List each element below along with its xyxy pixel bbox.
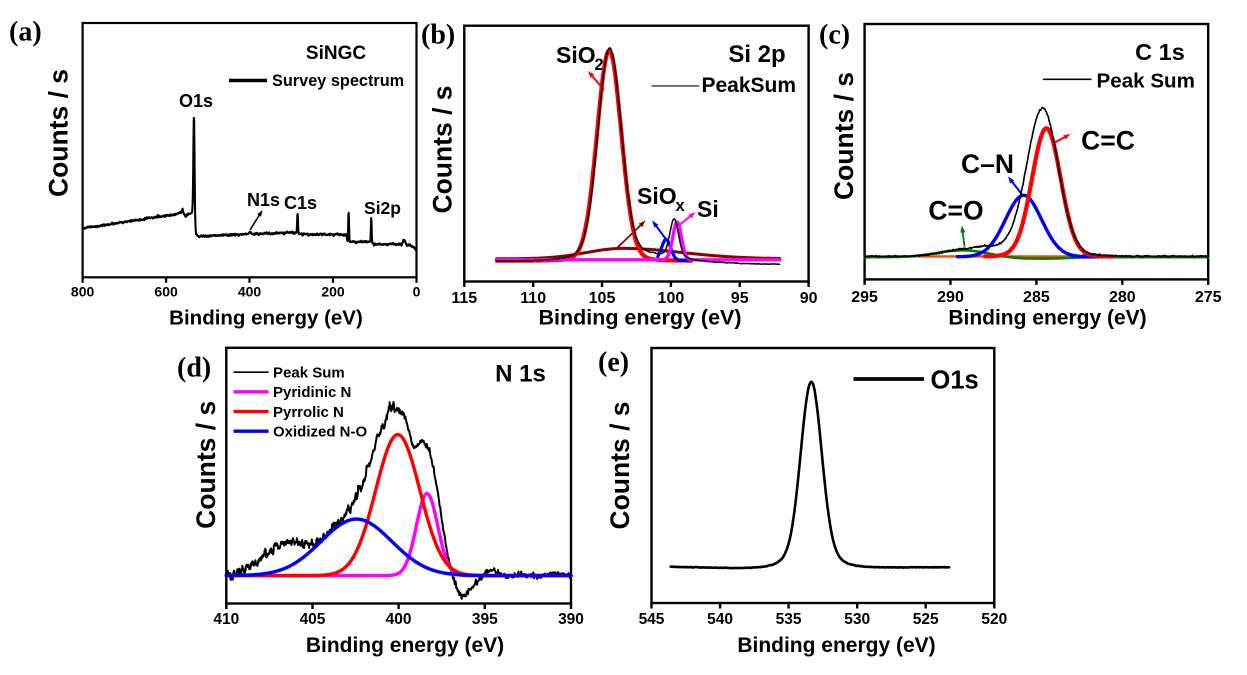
svg-text:0: 0 [413,284,421,300]
svg-text:Pyrrolic N: Pyrrolic N [273,404,344,421]
svg-text:Si: Si [697,196,719,222]
svg-text:535: 535 [776,611,802,628]
svg-text:Oxidized N-O: Oxidized N-O [273,423,368,440]
svg-text:N 1s: N 1s [495,361,546,388]
svg-text:Counts / s: Counts / s [191,401,221,529]
svg-text:C–N: C–N [961,149,1014,179]
svg-text:100: 100 [658,290,685,307]
svg-text:290: 290 [937,289,964,306]
svg-text:Binding energy (eV): Binding energy (eV) [737,634,935,657]
svg-text:400: 400 [238,284,262,300]
svg-text:90: 90 [800,290,818,307]
svg-text:SiO: SiO [637,183,677,209]
svg-text:200: 200 [321,284,345,300]
svg-text:Counts / s: Counts / s [605,401,635,529]
svg-text:395: 395 [472,611,498,628]
svg-text:110: 110 [520,290,546,307]
svg-text:Peak Sum: Peak Sum [273,364,345,381]
svg-text:C 1s: C 1s [1135,39,1185,65]
svg-text:SiO: SiO [556,42,596,68]
svg-text:SiNGC: SiNGC [306,43,366,64]
svg-text:x: x [676,197,686,215]
svg-text:525: 525 [913,611,939,628]
svg-text:Counts / s: Counts / s [428,85,458,213]
svg-text:(d): (d) [177,353,211,384]
svg-text:Binding energy (eV): Binding energy (eV) [948,307,1146,330]
svg-text:295: 295 [851,289,878,306]
svg-text:2: 2 [595,56,604,74]
svg-text:Pyridinic N: Pyridinic N [273,384,351,401]
svg-text:(c): (c) [819,20,850,51]
svg-text:Binding energy (eV): Binding energy (eV) [538,306,741,330]
svg-text:95: 95 [731,290,749,307]
svg-text:520: 520 [981,611,1007,628]
svg-text:Counts / s: Counts / s [829,72,859,200]
svg-text:PeakSum: PeakSum [702,74,797,97]
svg-text:C=O: C=O [928,196,983,226]
svg-text:(e): (e) [598,347,629,378]
svg-text:115: 115 [451,290,477,307]
svg-text:105: 105 [589,290,616,307]
svg-text:(a): (a) [9,17,42,48]
svg-text:540: 540 [707,611,733,628]
svg-text:Counts / s: Counts / s [44,69,74,197]
svg-text:530: 530 [844,611,870,628]
svg-text:C1s: C1s [284,193,317,213]
svg-text:285: 285 [1023,289,1050,306]
svg-text:O1s: O1s [931,367,979,395]
svg-text:Si 2p: Si 2p [728,41,785,68]
svg-text:400: 400 [386,611,412,628]
svg-text:Survey spectrum: Survey spectrum [272,72,404,90]
svg-text:O1s: O1s [179,91,213,111]
svg-text:600: 600 [154,284,178,300]
svg-text:545: 545 [639,611,665,628]
svg-text:(b): (b) [421,20,455,51]
svg-text:410: 410 [213,611,239,628]
svg-text:Peak Sum: Peak Sum [1097,70,1195,93]
svg-text:390: 390 [558,611,584,628]
svg-text:N1s: N1s [247,190,280,210]
svg-text:280: 280 [1109,289,1136,306]
svg-text:Si2p: Si2p [364,198,401,218]
svg-text:275: 275 [1195,289,1222,306]
svg-text:Binding energy (eV): Binding energy (eV) [306,634,504,657]
svg-text:800: 800 [71,284,95,300]
svg-text:405: 405 [300,611,326,628]
svg-text:C=C: C=C [1081,126,1135,156]
svg-text:Binding energy (eV): Binding energy (eV) [169,307,363,330]
